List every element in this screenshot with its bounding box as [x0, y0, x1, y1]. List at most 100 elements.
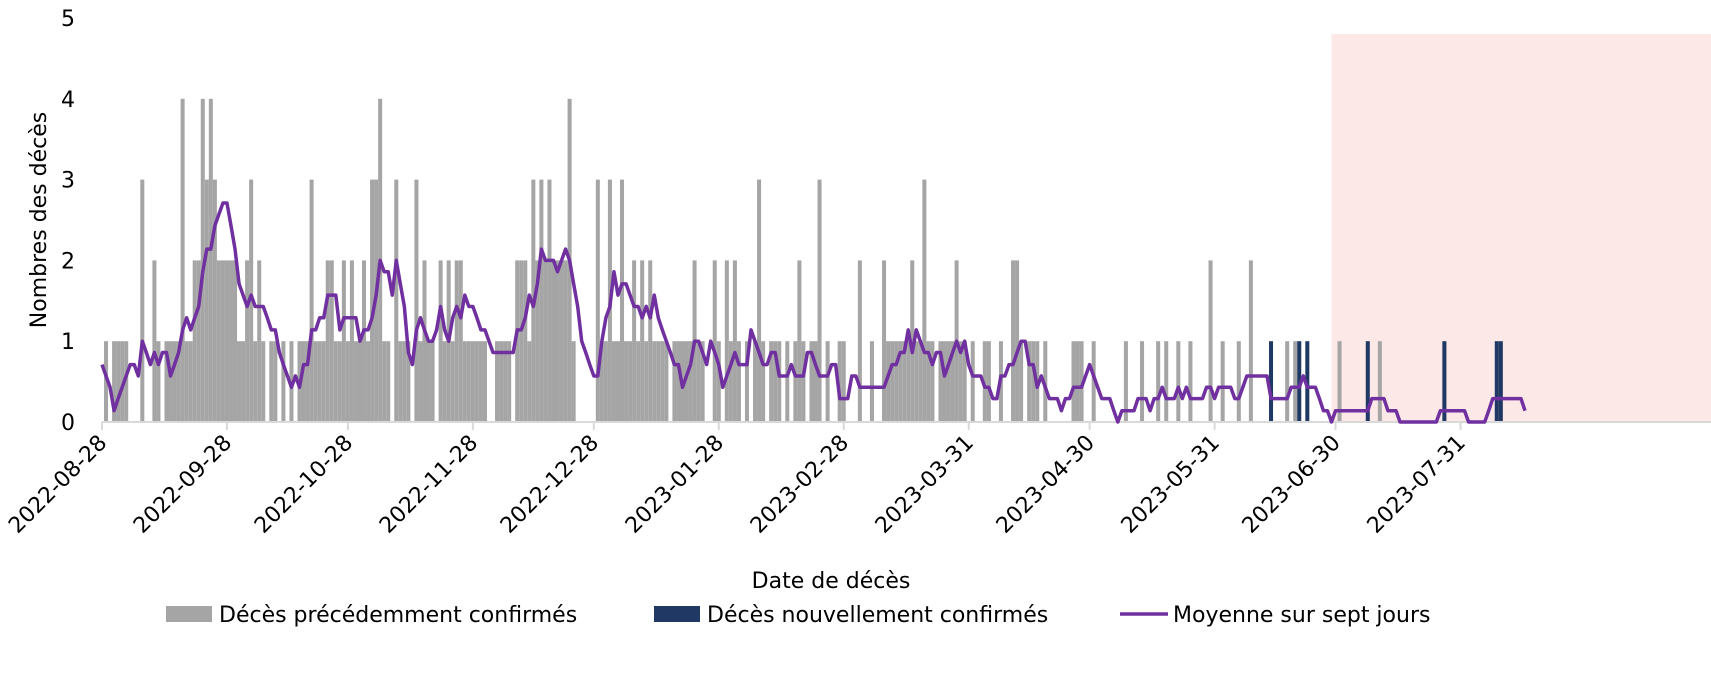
x-tick-label: 2022-12-28 — [496, 431, 604, 539]
bar — [736, 341, 741, 422]
bar — [809, 341, 814, 422]
bar — [366, 341, 371, 422]
x-tick-label: 2023-07-31 — [1363, 431, 1471, 539]
bar — [482, 341, 487, 422]
bar — [757, 179, 762, 422]
y-tick-label: 5 — [61, 7, 75, 32]
bar — [559, 260, 564, 422]
bar — [958, 341, 963, 422]
bar — [309, 179, 314, 422]
bar — [402, 341, 407, 422]
legend-label: Moyenne sur sept jours — [1173, 603, 1430, 628]
bar — [1015, 260, 1020, 422]
bar — [503, 341, 508, 422]
y-tick-label: 0 — [61, 411, 75, 436]
x-tick-label: 2022-08-28 — [4, 431, 112, 539]
bar — [986, 341, 991, 422]
bar — [684, 341, 689, 422]
bar — [797, 260, 802, 422]
bar — [535, 260, 540, 422]
bar — [192, 260, 197, 422]
bar — [1011, 260, 1016, 422]
bar — [495, 341, 500, 422]
bar — [656, 341, 661, 422]
bar — [1365, 341, 1370, 422]
bar — [345, 341, 350, 422]
bar — [716, 341, 721, 422]
bar — [728, 341, 733, 422]
bar — [257, 260, 262, 422]
bar — [1494, 341, 1499, 422]
bar — [571, 341, 576, 422]
bar — [1176, 341, 1181, 422]
x-tick-label: 2023-02-28 — [746, 431, 854, 539]
bar — [615, 341, 621, 422]
bar — [652, 341, 657, 422]
bar — [341, 260, 346, 422]
bar — [233, 260, 238, 422]
bar — [216, 260, 221, 422]
bar — [156, 341, 161, 422]
bar — [406, 341, 411, 422]
bar — [914, 341, 919, 422]
bar — [1297, 341, 1302, 422]
bar — [281, 341, 286, 422]
bar — [172, 341, 177, 422]
bar — [813, 341, 818, 422]
bar — [982, 341, 987, 422]
bar — [1498, 341, 1503, 422]
bar — [624, 341, 629, 422]
bar — [599, 341, 604, 422]
bar — [543, 260, 548, 422]
x-tick-label: 2022-09-28 — [129, 431, 237, 539]
bar — [1079, 341, 1084, 422]
bar — [664, 341, 669, 422]
bar — [640, 260, 645, 422]
bar — [418, 341, 423, 422]
x-tick-label: 2022-11-28 — [375, 431, 483, 539]
bar — [228, 260, 234, 422]
x-tick-label: 2023-05-31 — [1117, 431, 1225, 539]
bar — [918, 341, 923, 422]
bar — [353, 341, 358, 422]
y-tick-label: 1 — [61, 330, 75, 355]
y-axis-title: Nombres des décès — [27, 112, 52, 328]
bar — [1164, 341, 1169, 422]
bar — [337, 341, 342, 422]
bar — [1248, 260, 1253, 422]
bar — [442, 341, 447, 422]
bar — [204, 179, 209, 422]
bar — [676, 341, 681, 422]
bar — [289, 341, 294, 422]
bar — [261, 341, 266, 422]
bar — [224, 260, 229, 422]
bar — [1285, 341, 1290, 422]
bar — [769, 341, 774, 422]
bar — [362, 260, 367, 422]
bar — [422, 260, 427, 422]
bar — [1123, 341, 1128, 422]
bar — [825, 341, 830, 422]
bar — [696, 341, 701, 422]
bar — [273, 341, 278, 422]
y-tick-label: 4 — [61, 88, 75, 113]
bar — [938, 341, 943, 422]
bar — [555, 260, 560, 422]
bar — [603, 341, 608, 422]
bar — [382, 341, 387, 422]
bar — [841, 341, 846, 422]
bar — [1188, 341, 1193, 422]
bar — [519, 260, 524, 422]
bar — [470, 341, 475, 422]
bar — [801, 341, 806, 422]
bar — [700, 341, 705, 422]
bar — [970, 341, 975, 422]
bar — [946, 341, 951, 422]
bar — [793, 341, 798, 422]
bar — [672, 341, 677, 422]
legend-swatch — [166, 606, 212, 622]
bar — [1442, 341, 1447, 422]
bar — [539, 179, 544, 422]
bar — [430, 341, 435, 422]
